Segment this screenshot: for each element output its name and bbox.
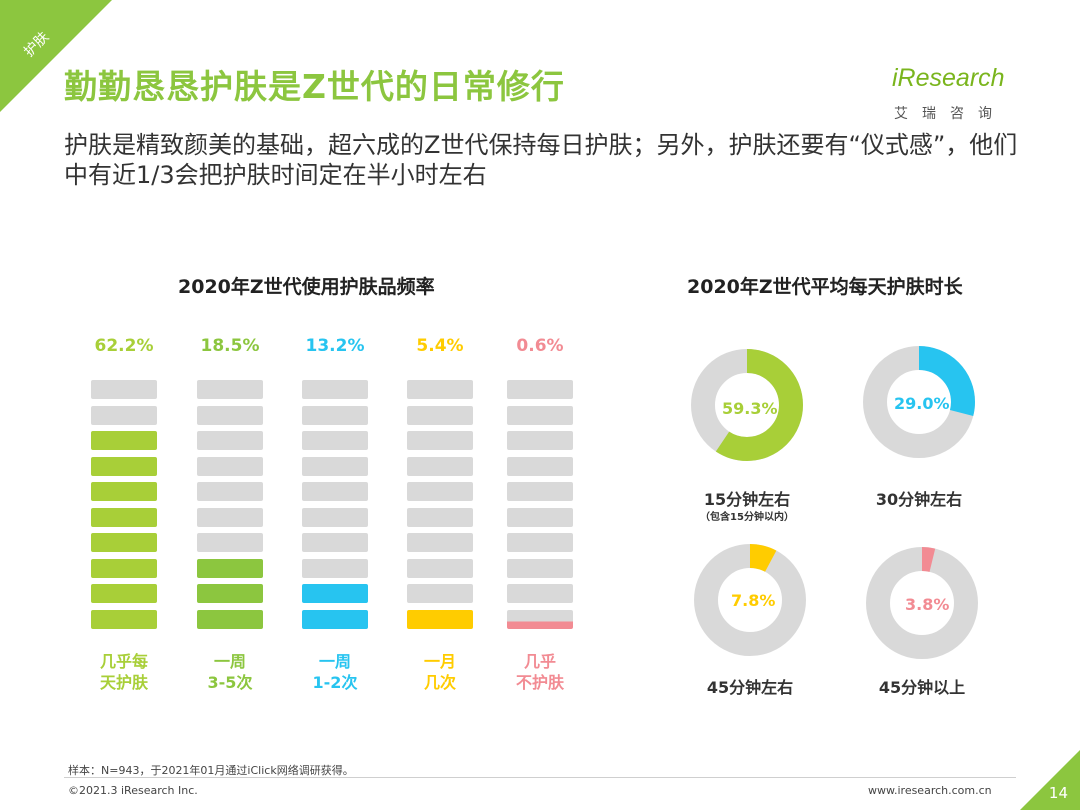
bar-category-label: 几乎每 天护肤 — [99, 652, 148, 692]
bar-cell — [507, 456, 573, 476]
bar-cell — [91, 456, 157, 476]
donut-chart — [691, 349, 803, 461]
donut-category-label: 15分钟左右 — [703, 490, 791, 509]
bar-cell — [302, 558, 368, 578]
footer-divider — [64, 777, 1016, 778]
bar-cell — [302, 507, 368, 527]
bar-cell — [302, 380, 368, 399]
bar-value-label: 18.5% — [200, 336, 260, 356]
bar-value-label: 5.4% — [416, 336, 464, 356]
bar-cell — [407, 456, 473, 476]
bar-category-label: 一周 1-2次 — [312, 652, 358, 692]
page-number: 14 — [1048, 784, 1068, 802]
bar-cell — [302, 482, 368, 501]
bar-cell — [197, 405, 263, 425]
corner-tag-shape — [0, 0, 112, 112]
page-corner-shape — [1020, 750, 1080, 810]
frequency-chart-title: 2020年Z世代使用护肤品频率 — [178, 276, 435, 298]
bar-cell — [507, 405, 573, 425]
bar-category-label: 一月 几次 — [423, 652, 456, 692]
bar-cell — [197, 380, 263, 399]
bar-cell — [507, 533, 573, 552]
bar-cell — [197, 584, 263, 603]
bar-cell — [197, 431, 263, 450]
donut-slice — [694, 544, 806, 656]
donut-slice — [863, 346, 975, 458]
sample-note: 样本：N=943，于2021年01月通过iClick网络调研获得。 — [68, 764, 354, 777]
bar-cell — [197, 558, 263, 578]
bar-cell — [91, 431, 157, 450]
bar-cell — [407, 405, 473, 425]
bar-cell — [507, 584, 573, 603]
donut-slice — [866, 547, 978, 659]
bar-category-label: 几乎 不护肤 — [515, 652, 564, 692]
bar-cell — [507, 609, 573, 629]
bar-cell — [91, 609, 157, 629]
bar-cell — [302, 609, 368, 629]
bar-cell — [302, 533, 368, 552]
bar-cell — [507, 482, 573, 501]
logo-chinese-name: 艾瑞咨询 — [894, 106, 1006, 122]
bar-value-label: 0.6% — [516, 336, 564, 356]
bar-cell — [197, 609, 263, 629]
bar-cell — [302, 584, 368, 603]
bar-cell — [302, 405, 368, 425]
bar-cell — [197, 456, 263, 476]
bar-value-label: 62.2% — [94, 336, 154, 356]
bar-cell — [507, 380, 573, 399]
donut-chart — [694, 544, 806, 656]
page-subtitle: 护肤是精致颜美的基础，超六成的Z世代保持每日护肤；另外，护肤还要有“仪式感”，他… — [64, 131, 1018, 189]
bar-cell — [407, 482, 473, 501]
page-title: 勤勤恳恳护肤是Z世代的日常修行 — [64, 67, 565, 106]
bar-cell — [407, 609, 473, 629]
donut-value-label: 7.8% — [731, 591, 776, 610]
bar-cell — [197, 507, 263, 527]
bar-cell — [197, 482, 263, 501]
logo-wordmark: iResearch — [892, 64, 1005, 92]
bar-cell — [507, 507, 573, 527]
website-link[interactable]: www.iresearch.com.cn — [868, 784, 992, 797]
bar-cell — [407, 584, 473, 603]
donut-chart — [863, 346, 975, 458]
bar-cell — [407, 558, 473, 578]
bar-cell — [407, 380, 473, 399]
bar-cell — [91, 507, 157, 527]
bar-cell — [91, 533, 157, 552]
bar-cell — [407, 431, 473, 450]
bar-cell — [302, 431, 368, 450]
bar-cell — [507, 431, 573, 450]
bar-cell — [407, 533, 473, 552]
bar-category-label: 一周 3-5次 — [207, 652, 253, 692]
bar-cell — [91, 558, 157, 578]
bar-cell — [91, 482, 157, 501]
bar-cell — [91, 405, 157, 425]
donut-chart — [866, 547, 978, 659]
donut-value-label: 3.8% — [905, 595, 950, 614]
corner-tag: 护肤 — [0, 0, 130, 130]
bar-cell — [91, 584, 157, 603]
donut-category-note: （包含15分钟以内） — [700, 512, 794, 523]
bar-cell — [197, 533, 263, 552]
bar-cell — [302, 456, 368, 476]
donut-category-label: 45分钟以上 — [878, 678, 966, 697]
donut-value-label: 59.3% — [722, 399, 778, 418]
donut-slice — [691, 349, 803, 461]
donut-category-label: 30分钟左右 — [875, 490, 963, 509]
iresearch-logo: iResearch 艾瑞咨询 — [886, 58, 1034, 128]
bar-cell — [407, 507, 473, 527]
copyright: ©2021.3 iResearch Inc. — [68, 784, 198, 797]
donut-value-label: 29.0% — [894, 394, 950, 413]
bar-cell — [91, 380, 157, 399]
donut-category-label: 45分钟左右 — [706, 678, 794, 697]
duration-chart-title: 2020年Z世代平均每天护肤时长 — [687, 276, 963, 298]
bar-cell — [507, 558, 573, 578]
bar-value-label: 13.2% — [305, 336, 365, 356]
